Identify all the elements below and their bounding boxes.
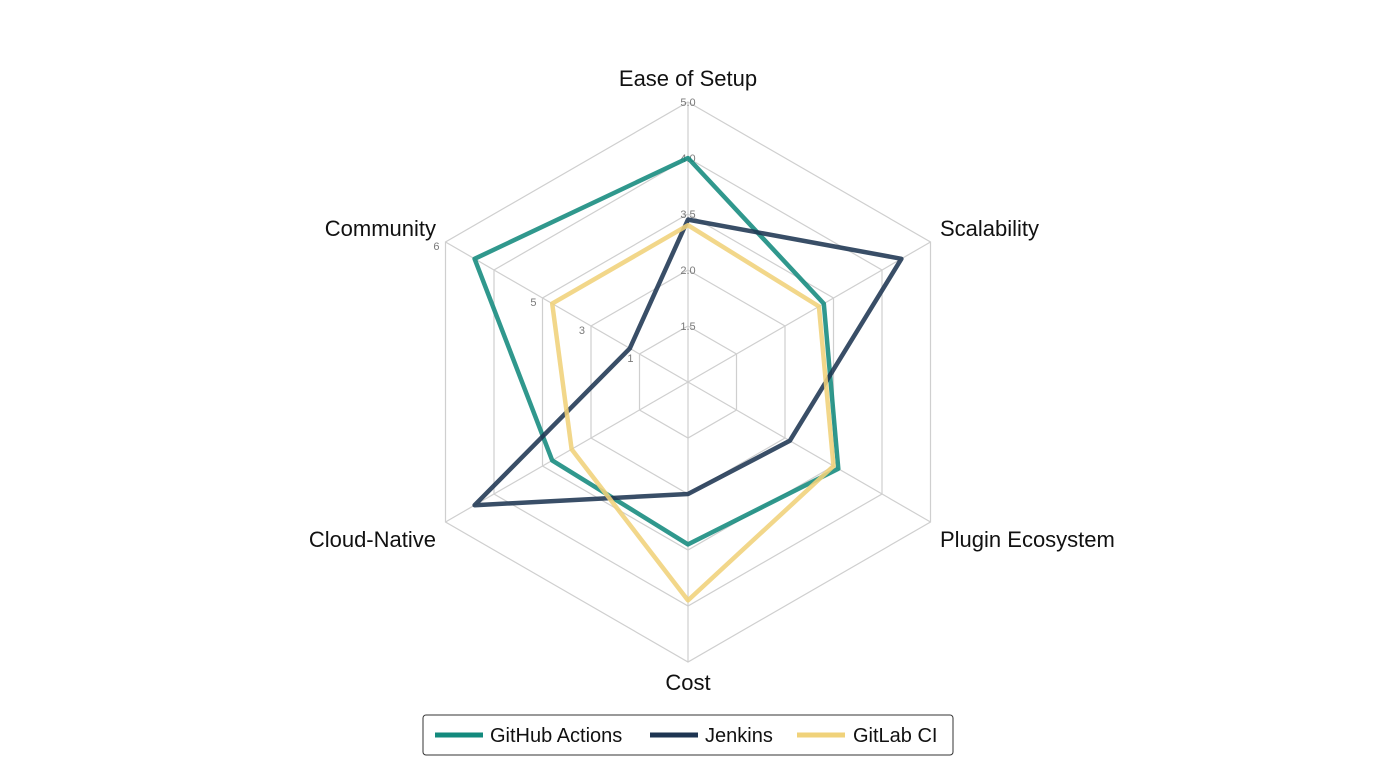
series-line-gitlab-ci xyxy=(549,222,836,603)
axis-label-cloud-native: Cloud-Native xyxy=(309,527,436,552)
tick-label-community-5: 5 xyxy=(530,297,536,309)
tick-label-community-3: 3 xyxy=(579,325,585,337)
series-lines xyxy=(472,155,904,603)
legend-label-github-actions: GitHub Actions xyxy=(490,725,622,747)
series-line-jenkins xyxy=(472,217,904,508)
legend: GitHub Actions Jenkins GitLab CI xyxy=(422,714,954,756)
tick-label-ease-of-setup-1-5: 1.5 xyxy=(680,321,695,333)
tick-label-ease-of-setup-5-0: 5.0 xyxy=(680,97,695,109)
axis-label-cost: Cost xyxy=(665,670,710,695)
axis-label-ease-of-setup: Ease of Setup xyxy=(619,66,757,91)
legend-label-gitlab-ci: GitLab CI xyxy=(853,725,937,747)
tick-label-community-1: 1 xyxy=(627,353,633,365)
spoke-plugin-ecosystem xyxy=(687,381,931,523)
series-line-github-actions xyxy=(472,155,841,547)
axis-labels: Ease of Setup Scalability Plugin Ecosyst… xyxy=(309,66,1115,695)
axis-label-plugin-ecosystem: Plugin Ecosystem xyxy=(940,527,1115,552)
axis-label-scalability: Scalability xyxy=(940,216,1039,241)
tick-label-ease-of-setup-2-0: 2.0 xyxy=(680,265,695,277)
spoke-community xyxy=(445,241,689,383)
tick-label-community-6: 6 xyxy=(433,241,439,253)
spoke-scalability xyxy=(687,241,931,383)
tick-label-ease-of-setup-3-5: 3.5 xyxy=(680,209,695,221)
legend-label-jenkins: Jenkins xyxy=(705,725,773,747)
grid xyxy=(444,101,932,663)
axis-label-community: Community xyxy=(325,216,436,241)
spoke-cloud-native xyxy=(445,381,689,523)
